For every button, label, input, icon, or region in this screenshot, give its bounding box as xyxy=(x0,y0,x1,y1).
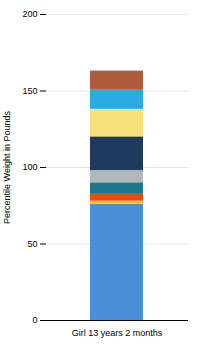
svg-text:0: 0 xyxy=(32,315,37,325)
svg-text:100: 100 xyxy=(22,162,37,172)
svg-text:150: 150 xyxy=(22,86,37,96)
svg-text:50: 50 xyxy=(27,239,37,249)
svg-text:Girl 13 years 2 months: Girl 13 years 2 months xyxy=(72,328,163,338)
svg-text:200: 200 xyxy=(22,9,37,19)
svg-text:Percentile Weight in Pounds: Percentile Weight in Pounds xyxy=(2,111,12,224)
